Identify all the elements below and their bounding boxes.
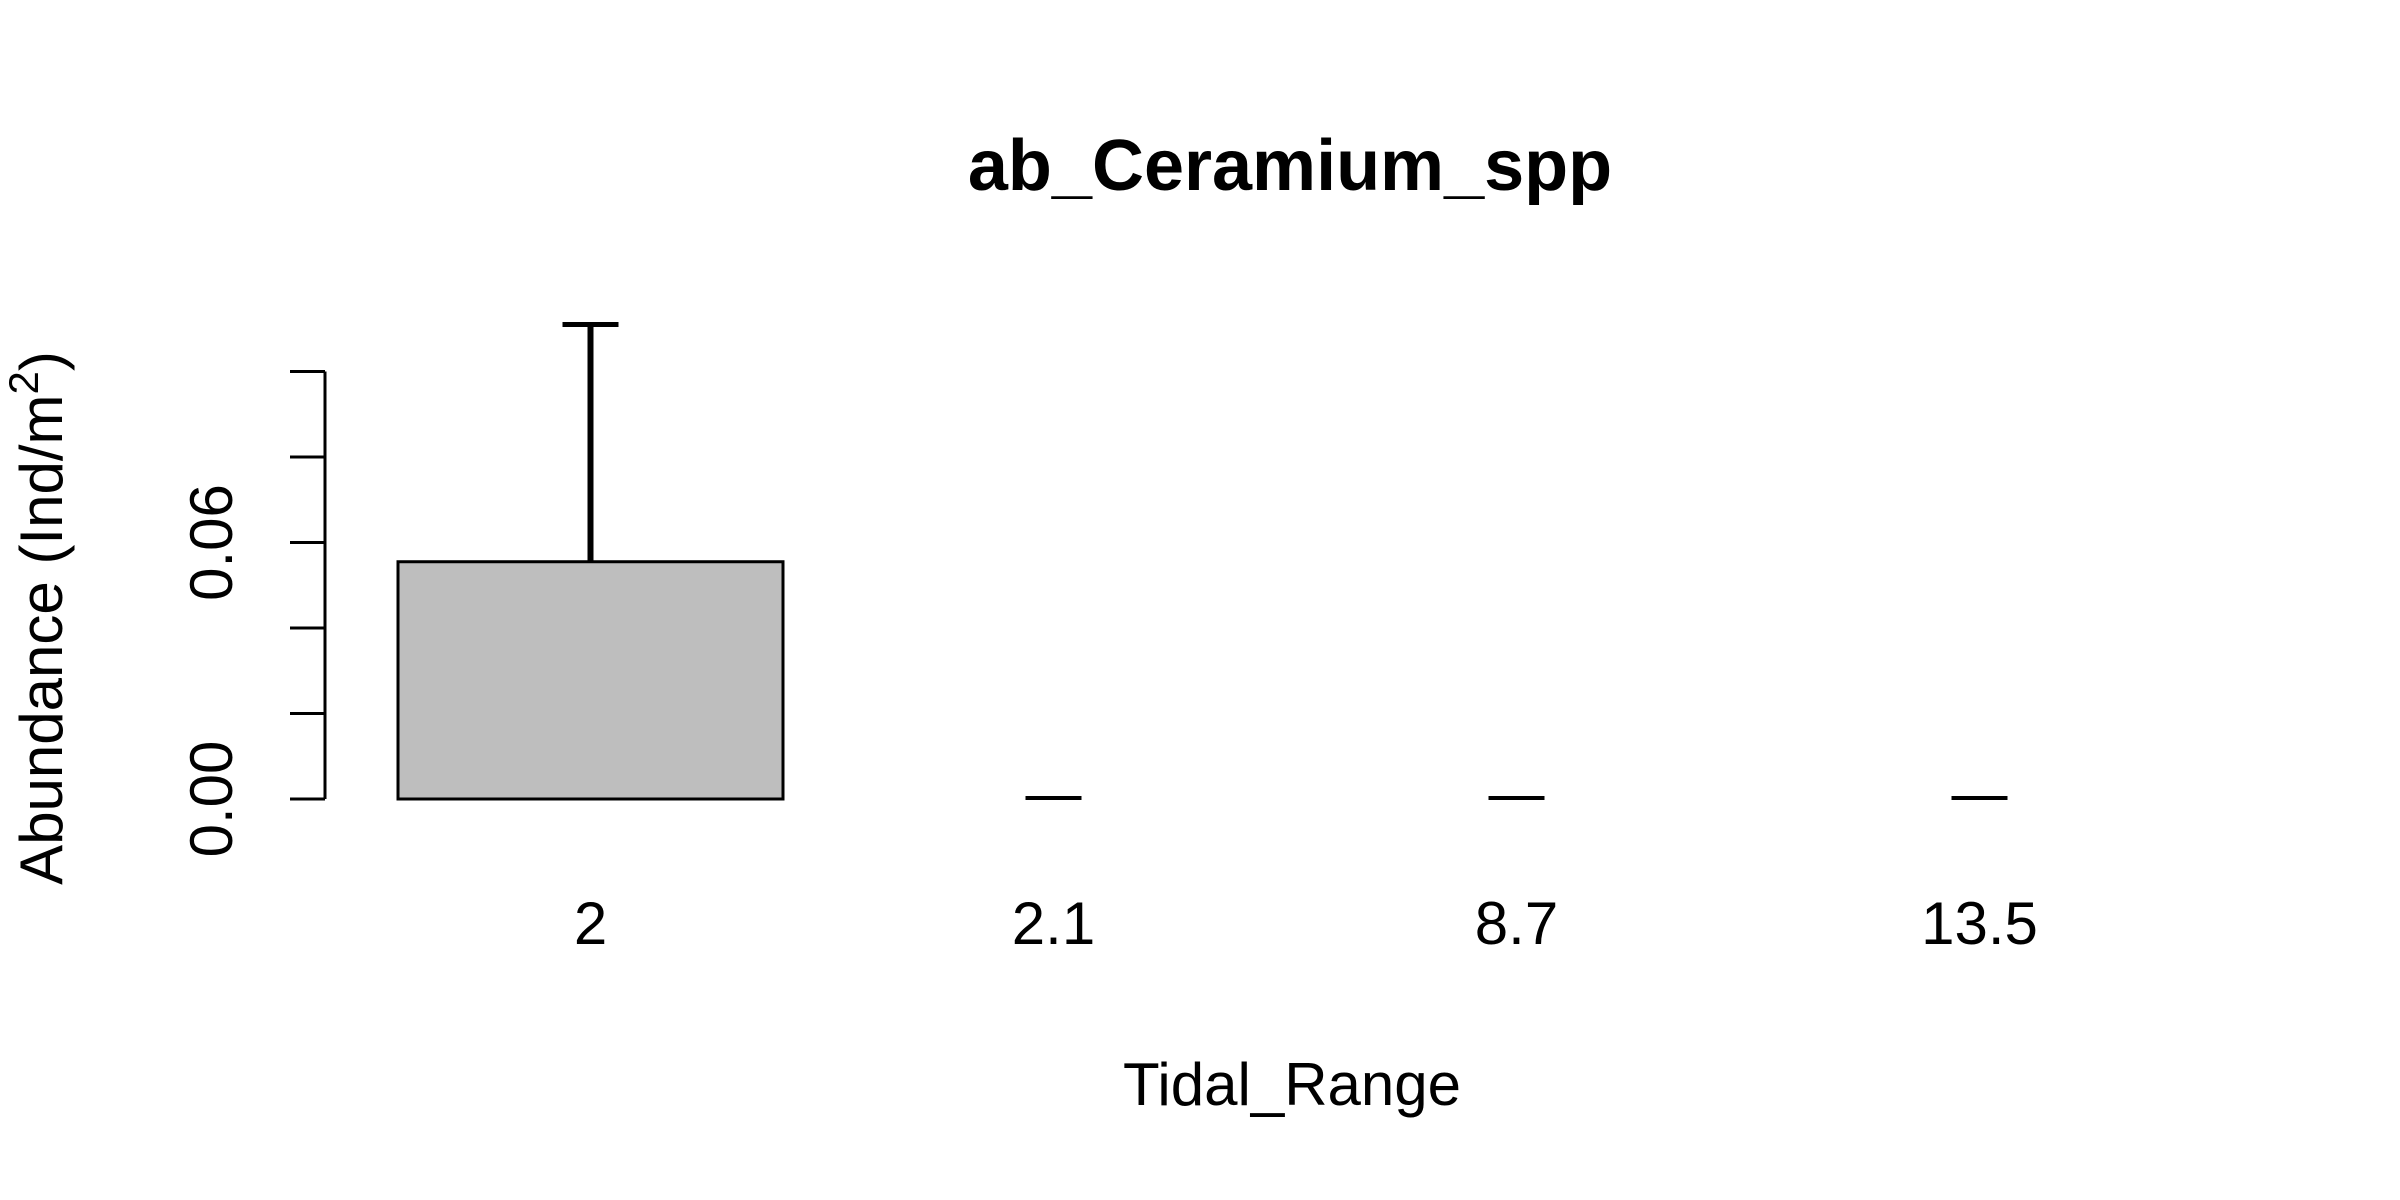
x-tick-label: 2 — [574, 890, 607, 957]
bar — [396, 560, 785, 801]
bars-group — [396, 560, 785, 801]
x-tick-labels: 2 2.1 8.7 13.5 — [574, 890, 2038, 957]
y-axis: 0.00 0.06 — [178, 370, 327, 858]
y-axis-label: Abundance (Ind/m2) — [0, 351, 75, 885]
x-tick-label: 8.7 — [1475, 890, 1558, 957]
y-axis-label-main: Abundance (Ind/m — [8, 395, 75, 885]
y-axis-label-close: ) — [8, 351, 75, 371]
x-axis-label: Tidal_Range — [1123, 1051, 1461, 1118]
error-bars-group — [562, 321, 2008, 800]
y-axis-label-superscript: 2 — [0, 371, 47, 394]
x-tick-label: 2.1 — [1012, 890, 1095, 957]
y-tick-label: 0.00 — [178, 741, 245, 858]
chart-title: ab_Ceramium_spp — [968, 126, 1612, 206]
x-tick-label: 13.5 — [1921, 890, 2038, 957]
y-tick-label: 0.06 — [178, 484, 245, 601]
